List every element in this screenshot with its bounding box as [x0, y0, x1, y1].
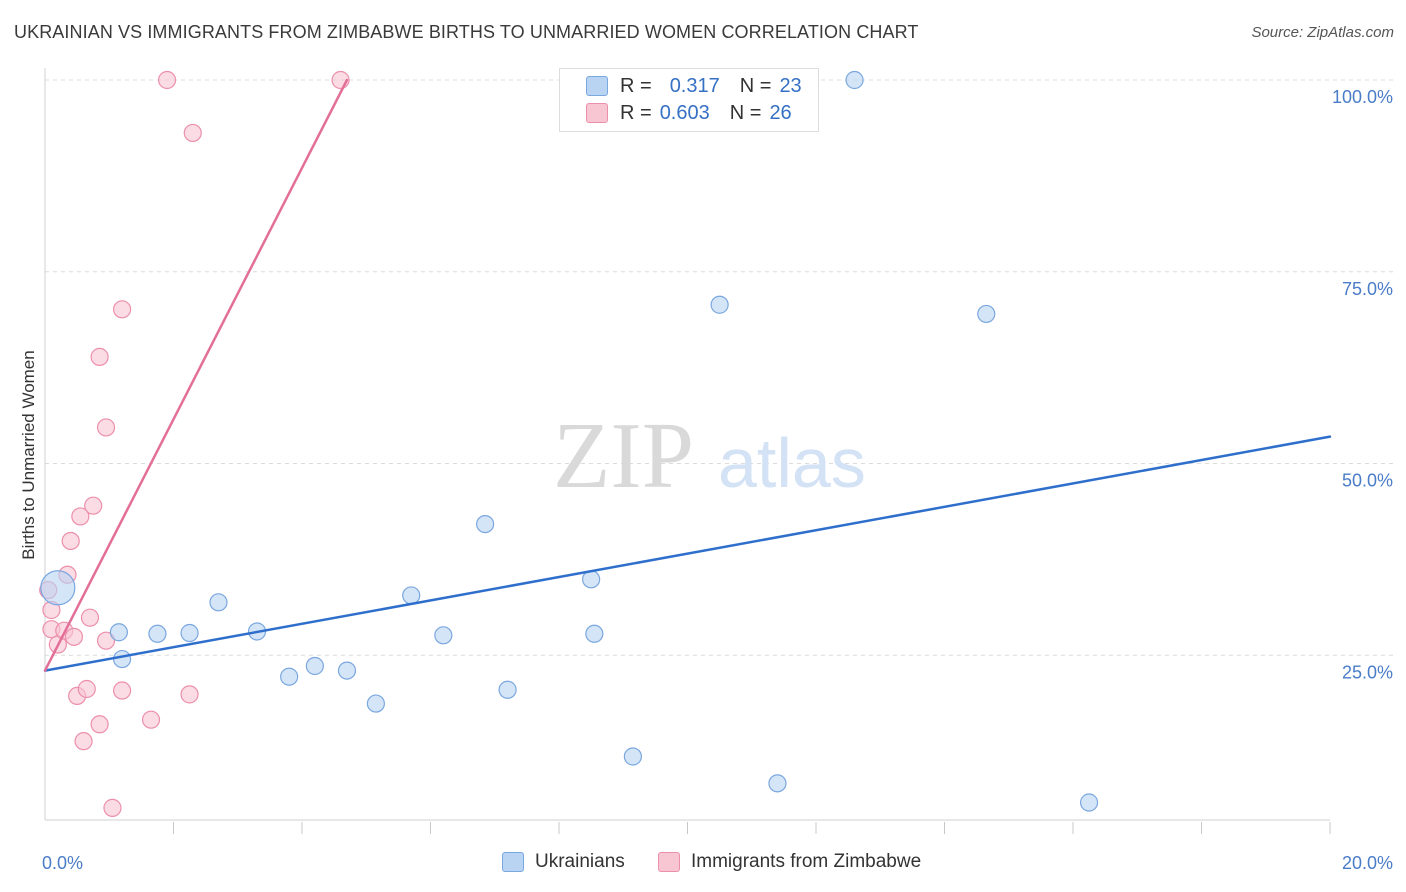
- y-tick-label-100: 100.0%: [1332, 87, 1393, 107]
- point-ukrainians-4: [180, 623, 199, 643]
- point-zimbabwe-21: [141, 710, 161, 729]
- legend-row-ukrainians: R = 0.317 N = 23: [586, 74, 802, 98]
- point-zimbabwe-12: [80, 608, 100, 627]
- point-ukrainians-10: [366, 694, 385, 713]
- series-legend-swatch-ukrainians: [502, 852, 524, 872]
- watermark: ZIP atlas: [553, 404, 866, 508]
- point-ukrainians-17: [623, 747, 642, 766]
- point-ukrainians-1: [109, 623, 128, 642]
- y-tick-label-25: 25.0%: [1342, 662, 1393, 682]
- point-ukrainians-19: [768, 774, 787, 793]
- legend-r-label: R =: [620, 74, 652, 97]
- trend-line-zimbabwe: [43, 78, 349, 672]
- point-zimbabwe-11: [77, 679, 96, 699]
- series-legend: Ukrainians Immigrants from Zimbabwe: [0, 851, 1406, 877]
- point-ukrainians-8: [305, 656, 324, 676]
- point-zimbabwe-9: [71, 507, 90, 526]
- legend-row-zimbabwe: R = 0.603 N = 26: [586, 101, 792, 125]
- point-ukrainians-9: [337, 661, 357, 680]
- point-ukrainians-0: [40, 570, 76, 606]
- x-tick-label-20: 20.0%: [1342, 853, 1393, 873]
- x-tick-label-0: 0.0%: [42, 853, 83, 873]
- point-ukrainians-2: [112, 649, 132, 669]
- legend-n-value-ukrainians: 23: [779, 74, 802, 97]
- point-ukrainians-13: [476, 514, 495, 534]
- watermark-zip: ZIP: [553, 404, 694, 508]
- series-legend-swatch-zimbabwe: [658, 852, 680, 872]
- point-zimbabwe-18: [103, 798, 122, 817]
- point-ukrainians-21: [977, 304, 996, 324]
- point-ukrainians-18: [710, 295, 729, 314]
- y-tick-label-50: 50.0%: [1342, 471, 1393, 491]
- point-zimbabwe-22: [157, 70, 177, 90]
- point-ukrainians-11: [402, 586, 421, 605]
- x-minor-ticks: [173, 822, 1331, 834]
- point-zimbabwe-17: [96, 418, 116, 437]
- series-zimbabwe-points: [39, 70, 350, 817]
- axes: [44, 68, 1330, 821]
- legend-r-value-zimbabwe: 0.603: [659, 101, 710, 124]
- trend-lines: [43, 78, 1332, 672]
- point-zimbabwe-20: [112, 300, 132, 319]
- point-zimbabwe-16: [96, 631, 116, 650]
- series-ukrainians-points: [40, 70, 1099, 812]
- y-tick-label-75: 75.0%: [1342, 279, 1393, 299]
- point-zimbabwe-19: [112, 681, 132, 700]
- series-legend-zimbabwe: Immigrants from Zimbabwe: [658, 851, 921, 873]
- point-ukrainians-3: [148, 624, 167, 643]
- point-zimbabwe-23: [180, 685, 199, 704]
- point-zimbabwe-15: [90, 347, 109, 366]
- chart-title: UKRAINIAN VS IMMIGRANTS FROM ZIMBABWE BI…: [14, 22, 919, 42]
- legend-swatch-zimbabwe: [586, 103, 608, 123]
- legend-n-value-zimbabwe: 26: [769, 101, 792, 124]
- series-legend-label-zimbabwe: Immigrants from Zimbabwe: [691, 851, 922, 872]
- point-zimbabwe-7: [64, 627, 84, 646]
- y-tick-labels: 25.0% 50.0% 75.0% 100.0%: [1332, 87, 1393, 682]
- point-ukrainians-5: [209, 593, 228, 612]
- series-legend-label-ukrainians: Ukrainians: [535, 851, 625, 872]
- legend-swatch-ukrainians: [586, 76, 608, 96]
- watermark-atlas: atlas: [718, 424, 866, 502]
- legend-n-label: N =: [739, 74, 772, 97]
- point-zimbabwe-14: [90, 715, 109, 734]
- legend-n-label: N =: [729, 101, 762, 124]
- legend-r-label: R =: [620, 101, 652, 124]
- gridlines: [45, 79, 1393, 656]
- series-legend-ukrainians: Ukrainians: [502, 851, 625, 873]
- point-zimbabwe-24: [183, 123, 202, 143]
- chart-source: Source: ZipAtlas.com: [1251, 24, 1394, 41]
- point-ukrainians-22: [1079, 793, 1099, 812]
- point-ukrainians-7: [280, 667, 299, 686]
- point-ukrainians-14: [498, 680, 517, 699]
- correlation-legend: R = 0.317 N = 23 R = 0.603 N = 26: [559, 68, 819, 132]
- point-ukrainians-12: [434, 626, 453, 645]
- point-zimbabwe-10: [74, 732, 93, 751]
- point-zimbabwe-6: [61, 531, 80, 551]
- trend-line-ukrainians: [43, 435, 1332, 672]
- legend-r-value-ukrainians: 0.317: [669, 74, 720, 97]
- point-ukrainians-16: [585, 624, 604, 643]
- point-ukrainians-20: [845, 70, 864, 90]
- y-axis-label: Births to Unmarried Women: [19, 350, 38, 559]
- point-zimbabwe-13: [84, 496, 103, 515]
- x-tick-labels: 0.0% 20.0%: [42, 853, 1393, 873]
